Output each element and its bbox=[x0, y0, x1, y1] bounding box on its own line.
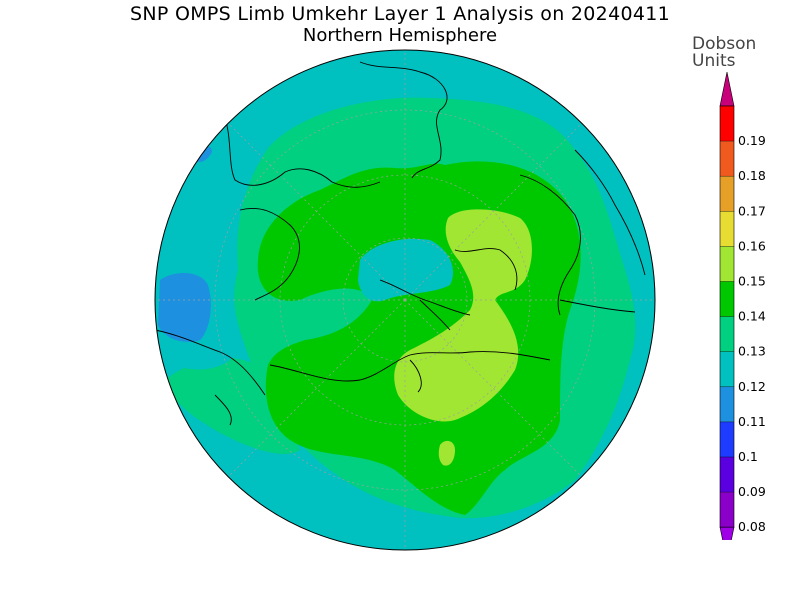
colorbar-segment bbox=[720, 211, 734, 247]
coastlines bbox=[155, 61, 646, 426]
colorbar-segment bbox=[720, 351, 734, 387]
units-label-line1: Dobson bbox=[692, 34, 757, 54]
colorbar-segment bbox=[720, 316, 734, 352]
colorbar-segment bbox=[720, 246, 734, 282]
colorbar-tick-label: 0.15 bbox=[738, 274, 766, 289]
contour-0-10-to-0-11-west bbox=[158, 273, 211, 342]
colorbar-segment bbox=[720, 492, 734, 528]
map-outline bbox=[154, 49, 656, 551]
colorbar-underflow-arrow bbox=[719, 526, 735, 540]
colorbar-tick-label: 0.18 bbox=[738, 168, 766, 183]
colorbar-tick-label: 0.12 bbox=[738, 379, 766, 394]
colorbar-segment bbox=[720, 457, 734, 493]
colorbar-segment bbox=[720, 421, 734, 457]
colorbar-segment bbox=[720, 281, 734, 317]
graticule bbox=[155, 50, 655, 550]
chart-title: SNP OMPS Limb Umkehr Layer 1 Analysis on… bbox=[129, 3, 671, 25]
colorbar-tick-label: 0.19 bbox=[738, 133, 766, 148]
colorbar-tick-label: 0.16 bbox=[738, 238, 766, 253]
colorbar-tick-label: 0.14 bbox=[738, 309, 766, 324]
contour-0-12-to-0-13-south bbox=[165, 357, 300, 454]
colorbar-tick-label: 0.09 bbox=[738, 484, 766, 499]
chart-subtitle: Northern Hemisphere bbox=[302, 25, 498, 46]
units-label-line2: Units bbox=[692, 51, 736, 71]
contour-0-14-to-0-15 bbox=[394, 209, 532, 422]
colorbar-segment bbox=[720, 386, 734, 422]
contour-0-14-to-0-15-spot bbox=[438, 440, 455, 466]
contour-teal-arctic bbox=[358, 238, 454, 302]
colorbar-segment bbox=[720, 141, 734, 177]
polar-map bbox=[154, 49, 656, 551]
colorbar-segment bbox=[720, 176, 734, 212]
colorbar-tick-label: 0.17 bbox=[738, 203, 766, 218]
colorbar-segment bbox=[720, 106, 734, 142]
colorbar-tick-label: 0.08 bbox=[738, 519, 766, 534]
colorbar: 0.08 0.09 0.1 0.11 0.12 0.13 0.14 0.15 0.16 0.17 0… bbox=[719, 71, 766, 540]
colorbar-tick-label: 0.1 bbox=[738, 449, 758, 464]
colorbar-tick-label: 0.13 bbox=[738, 344, 766, 359]
colorbar-tick-label: 0.11 bbox=[738, 414, 766, 429]
colorbar-overflow-arrow bbox=[719, 71, 735, 107]
